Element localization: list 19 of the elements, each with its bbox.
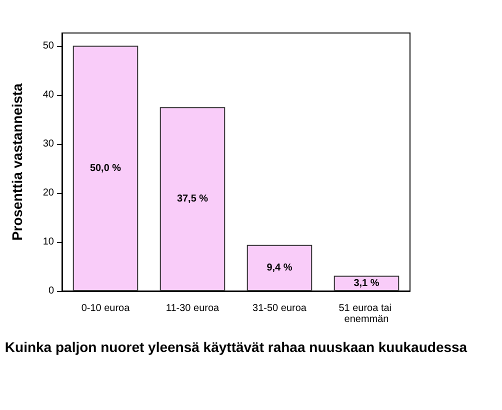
data-label: 9,4 % <box>266 262 292 274</box>
x-tick-label: 11-30 euroa <box>166 303 220 314</box>
x-tick-label: 0-10 euroa <box>81 303 130 314</box>
x-tick-label: 31-50 euroa <box>252 303 307 314</box>
y-axis-title: Prosenttia vastanneista <box>9 83 25 241</box>
y-tick-label: 0 <box>48 286 54 296</box>
y-tick-label: 50 <box>42 40 54 52</box>
x-axis-title: Kuinka paljon nuoret yleensä käyttävät rahaa nuuskaan kuukaudessa <box>4 339 468 355</box>
y-tick-label: 40 <box>42 89 54 100</box>
y-tick-label: 10 <box>42 236 54 248</box>
y-tick-label: 30 <box>42 138 54 150</box>
y-tick-label: 20 <box>42 187 54 198</box>
data-label: 3,1 % <box>354 278 380 289</box>
x-tick-label: 51 euroa tai enemmän <box>338 303 394 325</box>
data-label: 37,5 % <box>176 194 208 205</box>
bar <box>72 46 138 291</box>
bar <box>160 107 226 291</box>
bar <box>246 244 312 291</box>
data-label: 50,0 % <box>90 162 122 174</box>
